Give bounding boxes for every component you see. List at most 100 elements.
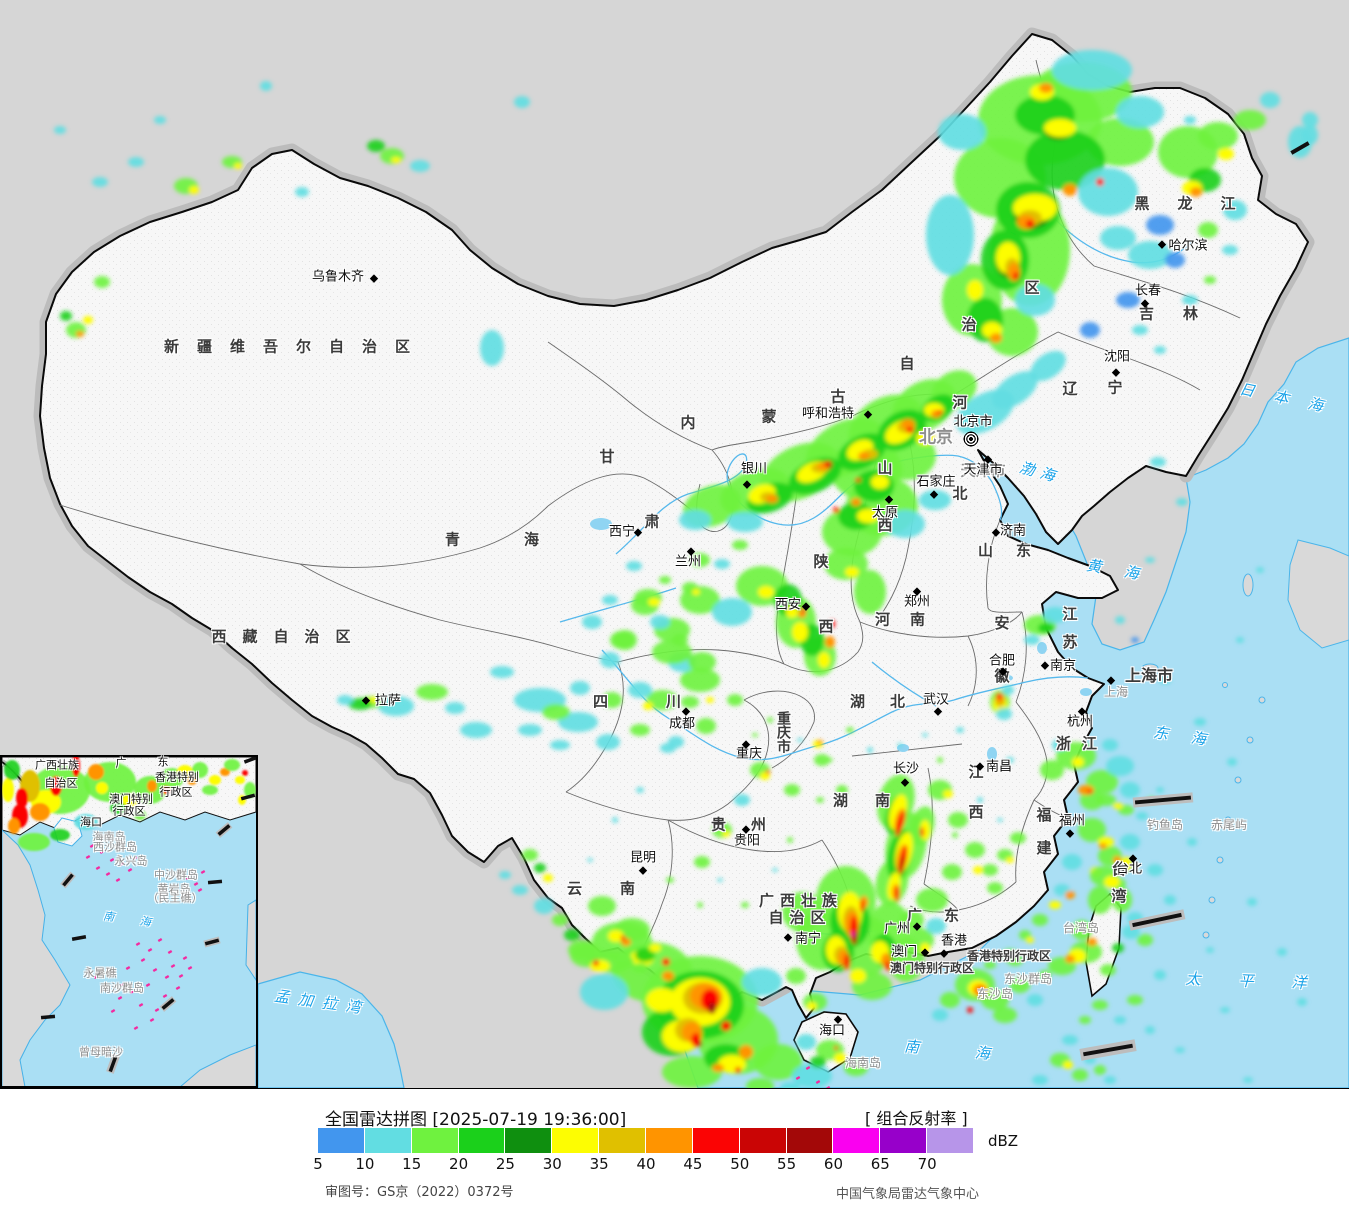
radar-cell	[1194, 718, 1206, 726]
radar-cell	[1025, 130, 1105, 190]
radar-cell	[792, 622, 808, 642]
radar-cell	[760, 772, 770, 780]
radar-cell	[660, 743, 676, 753]
radar-cell	[632, 963, 648, 973]
radar-cell	[96, 782, 108, 794]
islet-mark	[140, 957, 146, 963]
radar-cell	[727, 694, 743, 706]
radar-cell	[1065, 955, 1075, 963]
radar-cell	[1032, 1075, 1048, 1085]
colorbar-swatch	[458, 1128, 505, 1153]
radar-cell	[766, 770, 770, 774]
islet-mark	[157, 937, 163, 943]
islet-mark	[127, 867, 133, 873]
radar-cell	[662, 958, 670, 966]
radar-cell	[916, 431, 934, 445]
radar-cell	[919, 490, 951, 510]
radar-cell	[993, 1007, 1017, 1023]
radar-cell	[741, 902, 749, 908]
radar-cell	[646, 988, 678, 1012]
colorbar-tick: 65	[870, 1155, 890, 1173]
radar-cell	[1030, 350, 1066, 382]
islet-mark	[162, 993, 168, 999]
radar-cell	[643, 702, 653, 710]
radar-cell	[1277, 948, 1287, 956]
boundary-dash	[207, 879, 223, 885]
radar-cell	[1112, 888, 1132, 912]
radar-cell	[767, 717, 773, 723]
radar-cell	[260, 81, 272, 91]
radar-cell	[717, 878, 723, 882]
radar-cell	[337, 695, 353, 705]
radar-cell	[490, 666, 514, 678]
radar-cell	[916, 888, 948, 912]
radar-cell	[1062, 1035, 1078, 1045]
colorbar-swatch	[927, 1128, 974, 1153]
islet-mark	[167, 949, 173, 955]
radar-cell	[1297, 998, 1307, 1006]
radar-cell	[1027, 994, 1043, 1006]
boundary-dash	[71, 935, 87, 941]
radar-cell	[649, 944, 661, 952]
radar-cell	[1026, 220, 1034, 228]
radar-cell	[739, 1045, 753, 1059]
radar-cell	[1176, 498, 1188, 506]
radar-cell	[162, 786, 170, 794]
radar-cell	[772, 868, 778, 872]
islet-mark	[99, 849, 105, 855]
radar-cell	[234, 163, 242, 169]
radar-cell	[1072, 757, 1084, 767]
colorbar-tick: 45	[683, 1155, 703, 1173]
radar-cell	[752, 733, 758, 737]
radar-cell	[920, 827, 924, 837]
colorbar-tick: 70	[917, 1155, 937, 1173]
radar-cell	[518, 724, 542, 736]
islet-mark	[164, 974, 170, 980]
radar-cell	[885, 961, 891, 971]
lakes	[590, 518, 1092, 761]
islet-mark	[132, 855, 138, 861]
radar-cell	[1087, 790, 1093, 794]
radar-cell	[1206, 947, 1214, 953]
radar-cell	[54, 126, 66, 134]
islet-mark	[135, 941, 141, 947]
radar-cell	[860, 900, 864, 912]
radar-cell	[732, 540, 748, 550]
radar-cell	[895, 811, 905, 837]
radar-cell	[602, 692, 622, 708]
radar-cell	[996, 693, 1002, 699]
radar-cell	[727, 512, 763, 532]
radar-cell	[1087, 938, 1097, 946]
map-title: 全国雷达拼图 [2025-07-19 19:36:00]	[325, 1110, 627, 1130]
radar-cell	[984, 961, 996, 969]
foreign-islands	[1141, 539, 1349, 939]
radar-cell	[1056, 742, 1096, 770]
radar-cell	[1106, 756, 1134, 776]
islet-mark	[95, 865, 101, 871]
radar-cell	[746, 1078, 774, 1088]
islet-mark	[170, 963, 176, 969]
radar-cell	[1120, 834, 1140, 850]
radar-cell	[1088, 886, 1112, 914]
radar-cell	[189, 186, 199, 194]
radar-cell	[8, 818, 20, 834]
islet-mark	[152, 967, 158, 973]
radar-cell	[967, 280, 983, 300]
radar-cell	[851, 498, 861, 506]
radar-cell	[1115, 616, 1125, 624]
radar-cell	[224, 759, 240, 771]
radar-cell	[802, 607, 806, 613]
radar-cell	[818, 652, 830, 668]
islet-mark	[805, 1065, 811, 1071]
radar-cell	[610, 631, 634, 649]
radar-cell	[1063, 184, 1077, 196]
radar-cell	[1026, 937, 1034, 943]
radar-cell	[996, 708, 1012, 720]
radar-cell	[1136, 812, 1148, 820]
radar-cell	[698, 1041, 702, 1047]
radar-cell	[1086, 770, 1118, 794]
radar-cell	[895, 886, 899, 902]
radar-cell	[534, 863, 546, 873]
radar-cell	[83, 316, 93, 324]
radar-cell	[1131, 637, 1139, 643]
